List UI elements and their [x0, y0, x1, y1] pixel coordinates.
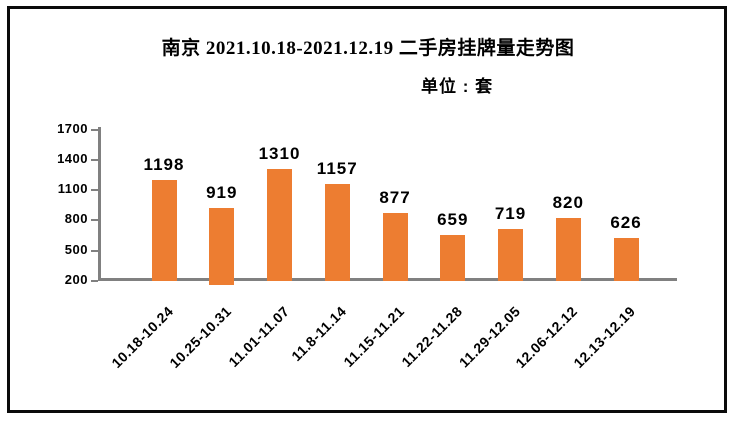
- bar-value-label: 877: [379, 187, 411, 207]
- bar: [209, 208, 235, 285]
- bar-value-label: 1310: [258, 143, 301, 163]
- bar-value-label: 626: [610, 212, 642, 232]
- bar: [555, 218, 581, 281]
- bar: [440, 234, 466, 281]
- y-axis-line: [98, 127, 101, 281]
- y-axis-tick-label: 500: [64, 241, 88, 257]
- bar: [498, 228, 523, 281]
- y-axis-tick: [91, 189, 98, 192]
- bar: [267, 168, 292, 281]
- y-axis-tick: [91, 280, 98, 282]
- y-axis-tick-label: 200: [64, 272, 88, 287]
- y-axis-tick-label: 1400: [57, 150, 88, 166]
- x-axis-category-label: 11.22-11.28: [398, 303, 466, 370]
- x-axis-category-label: 12.06-12.12: [512, 303, 581, 372]
- y-axis-tick: [91, 158, 98, 161]
- chart-title: 南京 2021.10.18-2021.12.19 二手房挂牌量走势图: [161, 38, 575, 59]
- bar: [382, 212, 408, 281]
- x-axis-category-label: 10.25-10.31: [166, 303, 235, 372]
- x-axis-category-label: 11.01-11.07: [224, 303, 292, 370]
- bar: [324, 184, 350, 281]
- y-axis-tick-label: 1700: [57, 120, 88, 136]
- x-axis-category-label: 11.15-11.21: [340, 303, 408, 370]
- y-axis-tick-label: 800: [64, 211, 88, 227]
- x-axis-category-label: 10.18-10.24: [108, 303, 177, 372]
- bar-value-label: 719: [494, 203, 527, 223]
- chart-border-frame: [7, 6, 727, 413]
- bar-value-label: 1198: [143, 155, 185, 175]
- chart-unit-label: 单位 : 套: [421, 77, 494, 96]
- bar-value-label: 919: [206, 183, 238, 203]
- x-axis-category-label: 11.29-12.05: [455, 303, 523, 371]
- x-axis-category-label: 12.13-12.19: [570, 303, 639, 372]
- bar-value-label: 820: [552, 193, 584, 213]
- y-axis-tick-label: 1100: [57, 181, 88, 197]
- bar-value-label: 1157: [316, 159, 358, 179]
- y-axis-tick: [91, 128, 98, 131]
- x-axis-category-label: 11.8-11.14: [288, 303, 350, 365]
- bar: [151, 180, 177, 281]
- y-axis-tick: [91, 219, 98, 222]
- bar: [613, 237, 639, 281]
- y-axis-tick: [91, 249, 98, 252]
- bar-value-label: 659: [437, 209, 469, 229]
